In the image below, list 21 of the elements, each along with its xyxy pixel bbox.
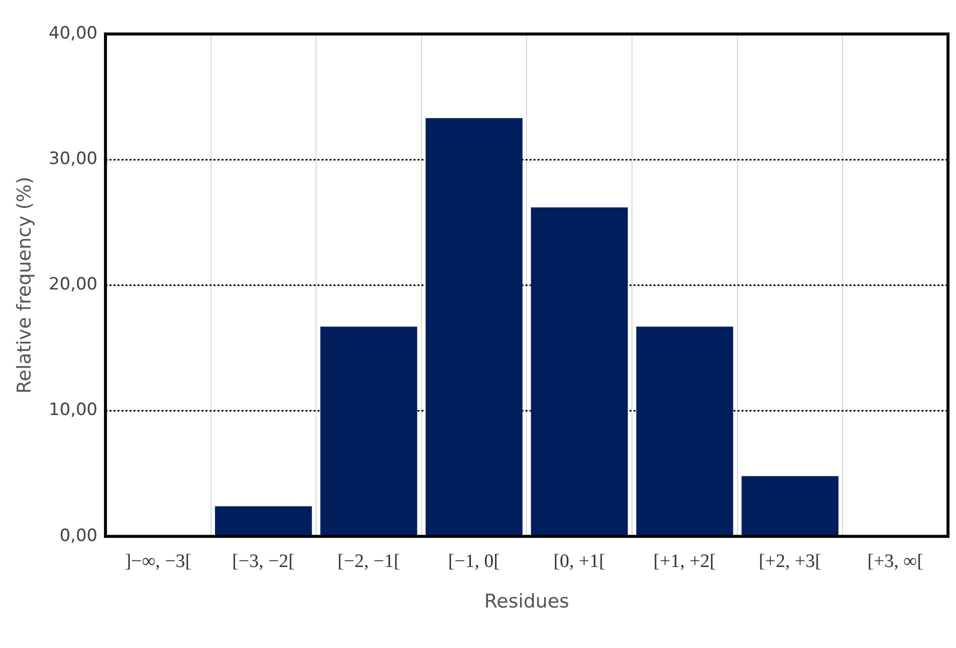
x-tick-label: [+3, ∞[ — [867, 550, 924, 572]
x-tick-label: [0, +1[ — [553, 550, 606, 572]
bar — [742, 476, 838, 536]
y-tick-label: 10,00 — [48, 400, 98, 420]
x-tick-label: [−2, −1[ — [337, 550, 400, 572]
y-tick-label: 0,00 — [60, 526, 98, 546]
x-tick-label: [−3, −2[ — [232, 550, 295, 572]
x-tick-label: [+2, +3[ — [758, 550, 822, 572]
x-tick-label: ]−∞, −3[ — [124, 550, 192, 572]
bar — [636, 326, 734, 536]
y-axis-title: Relative frequency (%) — [13, 176, 36, 394]
x-tick-label: [+1, +2[ — [653, 550, 716, 572]
bar — [426, 118, 523, 536]
y-tick-label: 30,00 — [48, 149, 98, 170]
bar — [214, 506, 312, 536]
x-axis-title: Residues — [484, 590, 570, 613]
y-tick-label: 40,00 — [48, 23, 98, 44]
bar — [320, 326, 418, 536]
x-tick-label: [−1, 0[ — [448, 550, 500, 572]
bar — [530, 207, 628, 536]
y-tick-label: 20,00 — [48, 274, 98, 295]
